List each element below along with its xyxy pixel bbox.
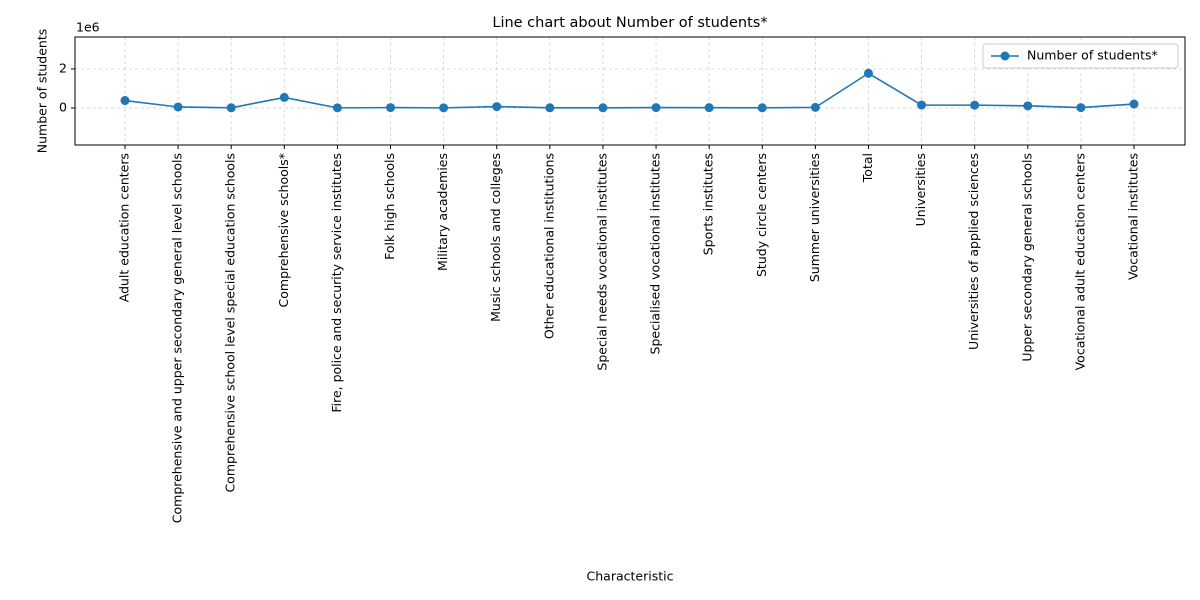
point	[1023, 101, 1033, 111]
x-tick-label: Vocational institutes	[1126, 153, 1141, 280]
y-offset-label: 1e6	[76, 20, 100, 35]
point	[1076, 103, 1086, 113]
y-tick-label: 2	[59, 60, 67, 75]
point	[545, 103, 555, 113]
y-axis-label: Number of students	[35, 29, 50, 154]
legend-box	[982, 43, 1179, 69]
point	[757, 103, 767, 113]
point	[598, 103, 608, 113]
point	[173, 102, 183, 112]
point	[332, 103, 342, 113]
x-tick-label: Universities of applied sciences	[966, 153, 981, 350]
x-tick-label: Specialised vocational institutes	[648, 153, 663, 354]
y-tick-label: 0	[59, 99, 67, 114]
point	[863, 68, 873, 78]
plot-frame	[74, 36, 1186, 146]
point	[917, 100, 927, 110]
point	[226, 103, 236, 113]
legend-marker	[1000, 51, 1010, 61]
x-tick-label: Folk high schools	[382, 153, 397, 260]
x-tick-label: Sports institutes	[701, 153, 716, 255]
x-axis-label: Characteristic	[587, 569, 674, 584]
x-tick-label: Summer universities	[807, 153, 822, 282]
x-tick-label: Comprehensive schools*	[276, 153, 291, 307]
point	[1129, 99, 1139, 109]
x-tick-label: Special needs vocational institutes	[594, 153, 609, 371]
x-tick-label: Other educational institutions	[541, 153, 556, 339]
x-tick-label: Study circle centers	[754, 153, 769, 277]
point	[386, 103, 396, 113]
point	[279, 92, 289, 102]
point	[810, 102, 820, 112]
point	[651, 103, 661, 113]
x-tick-label: Music schools and colleges	[488, 153, 503, 322]
x-tick-label: Military academies	[435, 153, 450, 271]
x-tick-label: Comprehensive school level special educa…	[223, 153, 238, 493]
x-tick-label: Fire, police and security service instit…	[329, 153, 344, 413]
legend-label: Number of students*	[1027, 48, 1158, 63]
x-tick-label: Total	[860, 153, 875, 183]
point	[704, 103, 714, 113]
point	[120, 96, 130, 106]
point	[970, 100, 980, 110]
x-tick-label: Universities	[913, 153, 928, 226]
x-tick-label: Adult education centers	[117, 153, 132, 302]
line	[124, 72, 1135, 109]
x-tick-label: Vocational adult education centers	[1072, 153, 1087, 370]
point	[492, 102, 502, 112]
chart-title: Line chart about Number of students*	[492, 15, 767, 31]
point	[439, 103, 449, 113]
x-tick-label: Comprehensive and upper secondary genera…	[170, 153, 185, 523]
x-tick-label: Upper secondary general schools	[1019, 153, 1034, 362]
